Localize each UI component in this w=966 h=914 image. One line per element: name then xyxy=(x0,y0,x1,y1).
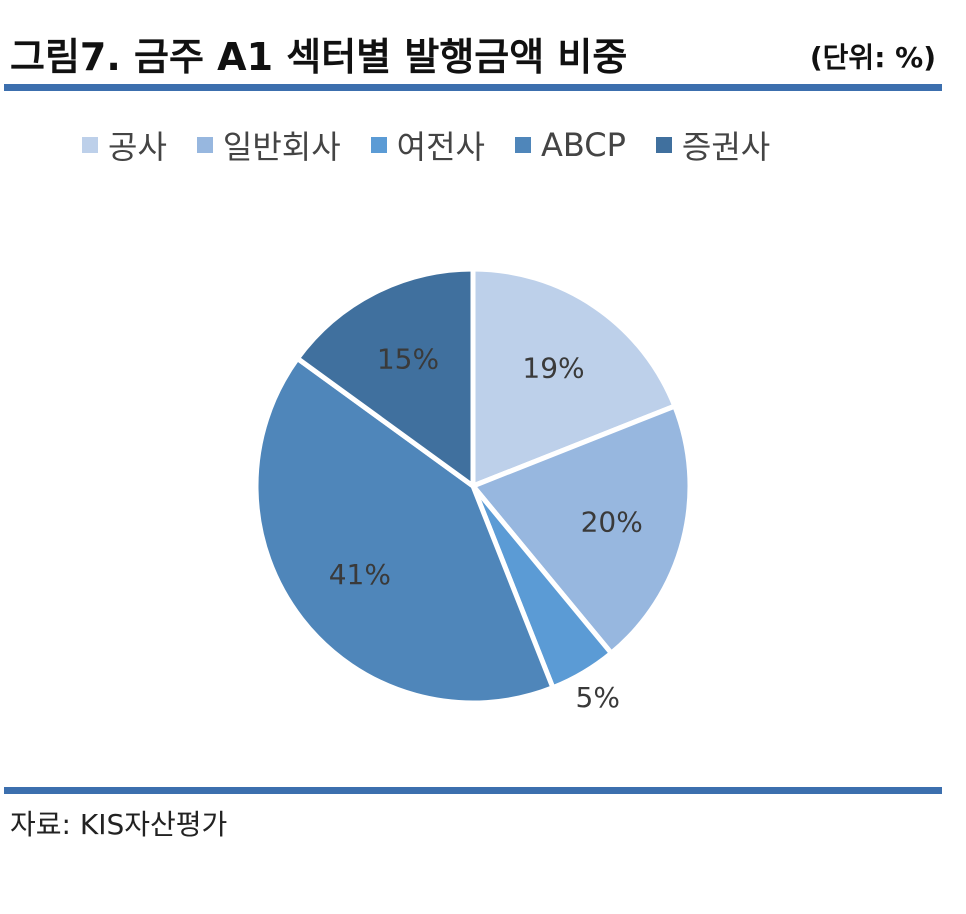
legend-swatch xyxy=(514,137,531,153)
unit-label: (단위: %) xyxy=(809,41,936,74)
legend-swatch xyxy=(655,137,672,153)
bottom-rule xyxy=(4,787,942,794)
legend: 공사 일반회사 여전사 ABCP 증권사 xyxy=(82,122,770,168)
legend-item: 여전사 xyxy=(370,122,485,168)
legend-label: 여전사 xyxy=(396,128,485,166)
pie-slice xyxy=(470,403,693,656)
data-label: 5% xyxy=(576,681,620,714)
legend-swatch xyxy=(82,137,98,153)
source-note: 자료: KIS자산평가 xyxy=(10,808,228,841)
data-label: 15% xyxy=(377,342,439,375)
legend-item: 증권사 xyxy=(655,122,771,168)
legend-label: ABCP xyxy=(540,126,626,164)
legend-label: 공사 xyxy=(108,128,167,166)
legend-label: 일반회사 xyxy=(222,128,341,166)
data-label: 20% xyxy=(581,506,643,539)
legend-item: 일반회사 xyxy=(196,122,341,168)
pie-slice xyxy=(470,266,678,489)
chart-title: 그림7. 금주 A1 섹터별 발행금액 비중 xyxy=(10,35,628,79)
pie-slice xyxy=(253,355,556,706)
legend-item: ABCP xyxy=(514,126,626,164)
data-label: 19% xyxy=(522,352,584,385)
data-label: 41% xyxy=(329,558,391,591)
pie-slice xyxy=(294,266,476,489)
legend-swatch xyxy=(196,137,213,153)
top-rule xyxy=(4,84,942,91)
legend-label: 증권사 xyxy=(681,128,771,166)
legend-item: 공사 xyxy=(82,122,167,168)
legend-swatch xyxy=(370,137,387,153)
